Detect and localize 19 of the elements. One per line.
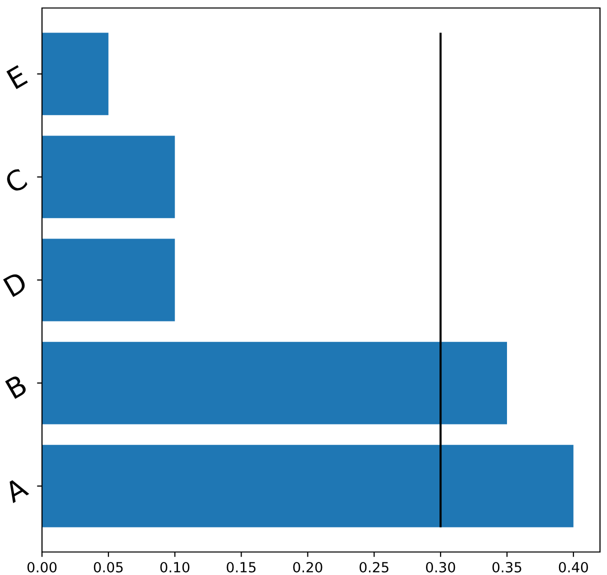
bar	[42, 32, 108, 116]
x-tick-label: 0.05	[94, 562, 123, 572]
x-tick-label: 0.15	[226, 562, 256, 572]
y-tick-label: E	[6, 65, 28, 90]
bar	[42, 238, 175, 322]
x-tick-label: 0.40	[558, 562, 588, 572]
bar	[42, 444, 574, 528]
y-tick-label: C	[4, 168, 28, 194]
x-tick-label: 0.00	[27, 562, 57, 572]
y-tick-label: B	[5, 374, 28, 399]
x-tick-label: 0.35	[492, 562, 522, 572]
x-tick-label: 0.30	[426, 562, 456, 572]
bar	[42, 342, 507, 424]
x-tick-label: 0.20	[293, 562, 322, 572]
x-tick-label: 0.10	[160, 562, 190, 572]
y-tick-label: A	[2, 476, 30, 504]
x-tick-label: 0.25	[360, 562, 388, 572]
y-tick-label: D	[3, 271, 28, 298]
bar	[42, 136, 175, 218]
